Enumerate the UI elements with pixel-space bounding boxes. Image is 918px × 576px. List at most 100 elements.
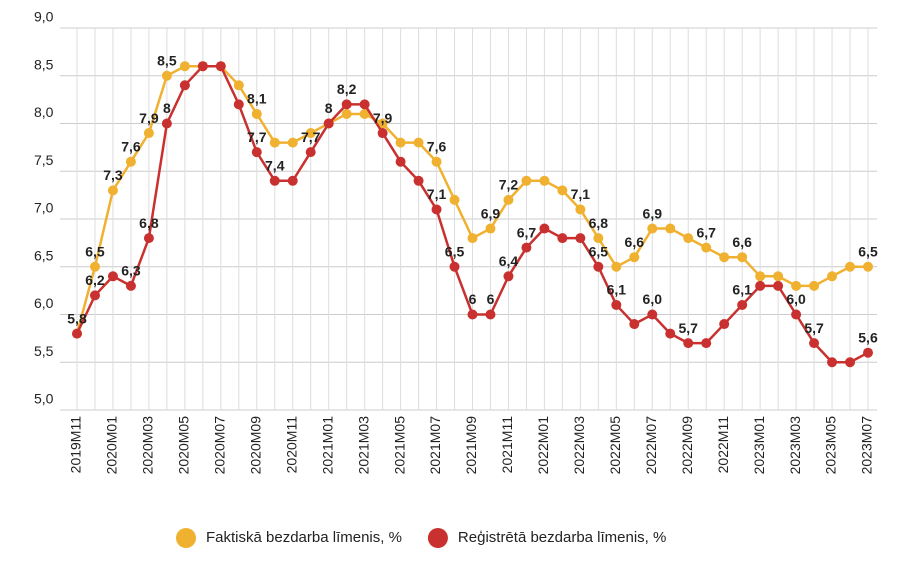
data-point [449, 261, 460, 272]
y-tick-label: 8,0 [34, 104, 54, 120]
x-tick-label: 2020M07 [212, 416, 228, 475]
data-point [539, 175, 550, 186]
data-point [575, 204, 586, 215]
x-tick-label: 2022M07 [643, 416, 659, 475]
data-point [197, 61, 208, 72]
data-point [521, 242, 532, 253]
data-label: 7,7 [301, 129, 321, 145]
data-label: 6,5 [858, 243, 878, 259]
x-tick-label: 2021M09 [463, 416, 479, 475]
data-point [287, 175, 298, 186]
data-point [377, 118, 388, 129]
data-point [179, 80, 190, 91]
data-point [791, 280, 802, 291]
data-label: 6,6 [625, 234, 645, 250]
data-point [521, 175, 532, 186]
y-tick-label: 5,5 [34, 343, 54, 359]
data-label: 7,9 [139, 110, 159, 126]
data-label: 6,3 [121, 263, 141, 279]
data-label: 8,2 [337, 81, 357, 97]
data-point [701, 338, 712, 349]
y-tick-label: 6,5 [34, 247, 54, 263]
data-point [845, 357, 856, 368]
data-point [773, 271, 784, 282]
data-point [143, 128, 154, 139]
data-point [89, 290, 100, 301]
data-point [629, 252, 640, 263]
data-point [377, 128, 388, 139]
data-label: 6,4 [499, 253, 519, 269]
data-point [755, 271, 766, 282]
data-label: 7,7 [247, 129, 267, 145]
data-point [179, 61, 190, 72]
data-point [89, 261, 100, 272]
legend-marker [176, 528, 196, 548]
data-point [413, 137, 424, 148]
data-point [665, 223, 676, 234]
data-point [72, 328, 82, 339]
x-tick-label: 2020M05 [176, 416, 192, 475]
data-point [827, 357, 838, 368]
data-label: 7,3 [103, 167, 123, 183]
data-point [107, 271, 118, 282]
data-point [665, 328, 676, 339]
data-point [161, 70, 172, 81]
data-point [125, 156, 136, 167]
data-label: 7,1 [427, 186, 447, 202]
data-point [431, 204, 442, 215]
data-label: 8,1 [247, 91, 267, 107]
data-point [467, 233, 478, 244]
data-label: 6,9 [643, 205, 663, 221]
x-tick-label: 2023M07 [859, 416, 875, 475]
data-label: 6,5 [85, 243, 105, 259]
x-tick-label: 2023M01 [751, 416, 767, 475]
x-tick-label: 2022M05 [607, 416, 623, 475]
data-label: 7,2 [499, 177, 519, 193]
x-tick-label: 2020M03 [140, 416, 156, 475]
y-tick-label: 5,0 [34, 391, 54, 407]
data-label: 6,1 [607, 282, 627, 298]
x-tick-label: 2022M09 [679, 416, 695, 475]
data-label: 8,5 [157, 52, 177, 68]
y-tick-label: 6,0 [34, 295, 54, 311]
data-point [251, 108, 262, 119]
data-point [863, 261, 873, 272]
data-point [593, 233, 604, 244]
data-label: 7,4 [265, 158, 285, 174]
data-point [719, 319, 730, 330]
data-label: 6 [487, 291, 495, 307]
data-label: 6,7 [696, 224, 716, 240]
x-tick-label: 2019M11 [68, 416, 84, 474]
data-point [539, 223, 550, 234]
data-label: 7,9 [373, 110, 393, 126]
x-tick-label: 2022M03 [571, 416, 587, 475]
legend-label: Reģistrētā bezdarba līmenis, % [458, 529, 666, 546]
x-tick-label: 2023M05 [823, 416, 839, 475]
data-point [467, 309, 478, 320]
legend-marker [427, 528, 448, 548]
x-tick-label: 2021M11 [499, 416, 515, 474]
data-point [647, 309, 658, 320]
data-point [593, 261, 604, 272]
data-point [503, 194, 514, 205]
y-tick-label: 9,0 [34, 9, 54, 25]
data-label: 6,5 [589, 243, 609, 259]
data-point [395, 137, 406, 148]
data-point [341, 108, 352, 119]
data-label: 6,6 [732, 234, 752, 250]
data-point [251, 147, 262, 158]
data-point [305, 128, 316, 139]
data-point [557, 185, 568, 196]
data-label: 8 [325, 100, 333, 116]
data-label: 7,1 [571, 186, 591, 202]
data-point [107, 185, 118, 196]
data-point [719, 252, 730, 263]
data-point [683, 338, 694, 349]
x-tick-label: 2020M01 [104, 416, 120, 475]
data-label: 6,0 [786, 291, 806, 307]
x-tick-label: 2021M03 [355, 416, 371, 475]
x-tick-label: 2021M01 [319, 416, 335, 475]
data-label: 7,6 [121, 138, 141, 154]
data-point [755, 280, 766, 291]
